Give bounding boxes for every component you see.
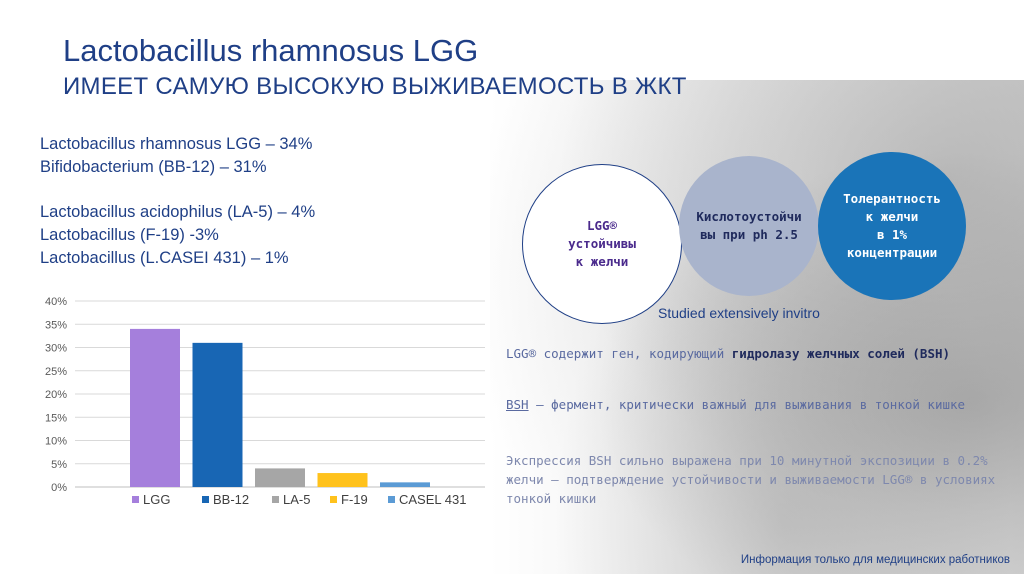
circle-text: LGG®	[586, 218, 618, 233]
circle-bile-tolerance: Толерантность к желчи в 1% концентрации	[818, 152, 966, 300]
y-tick-label: 0%	[51, 482, 67, 494]
circle-text: устойчивы	[568, 236, 636, 251]
stat-item: Lactobacillus rhamnosus LGG – 34%	[40, 135, 313, 153]
legend-swatch	[330, 496, 337, 503]
paragraph-bsh-expression: Экспрессия BSH сильно выражена при 10 ми…	[506, 453, 996, 506]
bar-chart: 0% 5% 10% 15% 20% 25% 30% 35% 40% LGG BB-12 LA-5 F-1…	[45, 296, 485, 507]
bar-lgg	[130, 328, 180, 487]
legend-label: LA-5	[283, 492, 310, 507]
circle-acid-resistance: Кислотоустойчи вы при ph 2.5	[679, 156, 819, 296]
legend-swatch	[202, 496, 209, 503]
stat-item: Lactobacillus (F-19) -3%	[40, 226, 219, 244]
legend-swatch	[272, 496, 279, 503]
footer-disclaimer: Информация только для медицинских работн…	[740, 554, 1010, 566]
circle-bile-resistance: LGG® устойчивы к желчи	[522, 164, 682, 324]
legend-label: LGG	[143, 492, 170, 507]
stat-item: Lactobacillus (L.CASEI 431) – 1%	[40, 249, 289, 267]
circle-text: в 1%	[876, 227, 908, 242]
circle-text: Кислотоустойчи	[696, 209, 802, 224]
stat-item: Bifidobacterium (BB-12) – 31%	[40, 158, 267, 176]
bar-bb-12	[192, 342, 243, 487]
stat-item: Lactobacillus acidophilus (LA-5) – 4%	[40, 203, 316, 221]
y-tick-label: 40%	[45, 296, 67, 308]
y-tick-label: 15%	[45, 412, 67, 424]
legend-label: F-19	[341, 492, 368, 507]
y-tick-label: 10%	[45, 436, 67, 448]
y-tick-label: 35%	[45, 319, 67, 331]
circle-text: концентрации	[846, 245, 938, 260]
stats-list: Lactobacillus rhamnosus LGG – 34% Bifido…	[40, 133, 315, 270]
legend-label: BB-12	[213, 492, 249, 507]
bar-la-5	[255, 468, 305, 487]
circle-text: Толерантность	[843, 191, 941, 206]
bar-f-19	[317, 473, 368, 487]
legend-swatch	[388, 496, 395, 503]
circle-text: к желчи	[575, 254, 629, 269]
paragraph-bsh-enzyme: BSH – фермент, критически важный для выж…	[506, 397, 966, 412]
paragraph-bsh-gene: LGG® содержит ген, кодирующий гидролазу …	[506, 346, 951, 361]
page-subtitle: ИМЕЕТ САМУЮ ВЫСОКУЮ ВЫЖИВАЕМОСТЬ В ЖКТ	[63, 73, 687, 100]
y-tick-label: 30%	[45, 343, 67, 355]
y-tick-label: 25%	[45, 366, 67, 378]
y-tick-label: 20%	[45, 389, 67, 401]
studied-caption: Studied extensively invitro	[658, 305, 820, 321]
circle-text: вы при ph 2.5	[700, 227, 798, 242]
y-tick-label: 5%	[51, 459, 67, 471]
page-title: Lactobacillus rhamnosus LGG	[63, 33, 479, 68]
legend-label: CASEL 431	[399, 492, 466, 507]
bar-casel-431	[380, 482, 430, 487]
legend-swatch	[132, 496, 139, 503]
circle-text: к желчи	[865, 209, 919, 224]
